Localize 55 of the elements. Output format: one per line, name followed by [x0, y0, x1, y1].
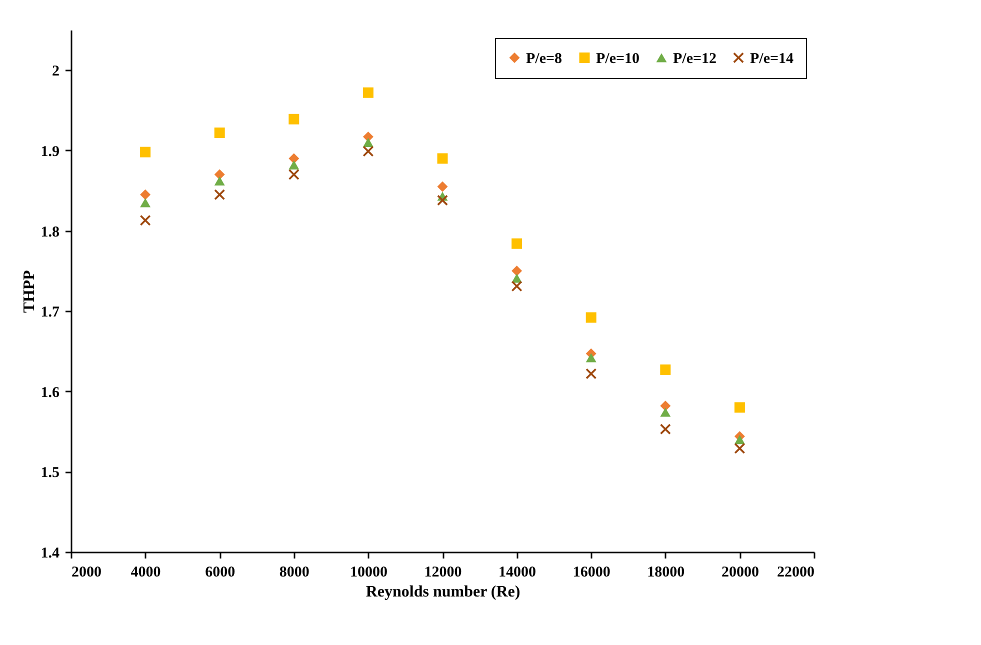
point: [288, 160, 300, 170]
point: [512, 280, 522, 292]
point: [288, 153, 300, 164]
y-tick-label: 1.5: [40, 465, 60, 482]
x-tick-label: 8000: [279, 564, 310, 580]
point: [437, 195, 448, 206]
x-axis-title: Reynolds number (Re): [366, 584, 520, 600]
point: [288, 169, 300, 180]
y-tick-label: 1.6: [40, 384, 60, 401]
point: [362, 146, 374, 157]
point: [660, 400, 671, 412]
legend-label: P/e=12: [673, 50, 717, 67]
x-tick-label: 14000: [498, 564, 536, 580]
y-axis-title: THPP: [20, 270, 38, 313]
point: [586, 368, 596, 379]
point: [734, 435, 745, 444]
point: [140, 198, 151, 208]
point: [214, 189, 225, 200]
point: [362, 87, 374, 98]
point: [660, 408, 671, 417]
x-tick-label: 20000: [721, 564, 759, 580]
x-tick-label: 4000: [130, 564, 161, 580]
point: [512, 266, 522, 276]
y-tick-label: 1.7: [40, 304, 60, 321]
x-tick-label: 2000: [72, 564, 102, 580]
point: [512, 238, 522, 249]
point: [140, 189, 151, 200]
y-tick-label: 1.9: [40, 144, 60, 160]
point: [214, 128, 225, 138]
point: [586, 353, 596, 362]
point: [288, 114, 300, 124]
y-tick-label: 2: [52, 64, 60, 80]
point: [660, 364, 671, 375]
x-tick-label: 6000: [205, 564, 236, 580]
point: [214, 169, 225, 180]
x-tick-label: 16000: [572, 564, 610, 580]
y-tick-label: 1.4: [40, 546, 60, 562]
legend-label: P/e=8: [526, 50, 562, 67]
x-tick-label: 10000: [350, 564, 388, 580]
point: [214, 176, 225, 186]
y-tick-label: 1.8: [40, 224, 60, 240]
point: [140, 146, 151, 158]
point: [734, 443, 745, 454]
point: [140, 215, 151, 226]
legend-label: P/e=14: [750, 50, 794, 67]
point: [437, 153, 448, 164]
point: [437, 181, 448, 192]
x-tick-label: 12000: [424, 564, 462, 580]
point: [586, 312, 596, 323]
point: [734, 402, 745, 413]
x-tick-label: 22000: [777, 564, 814, 580]
point: [362, 138, 374, 147]
legend-label: P/e=10: [596, 50, 640, 67]
point: [660, 424, 671, 434]
x-tick-label: 18000: [647, 564, 685, 580]
